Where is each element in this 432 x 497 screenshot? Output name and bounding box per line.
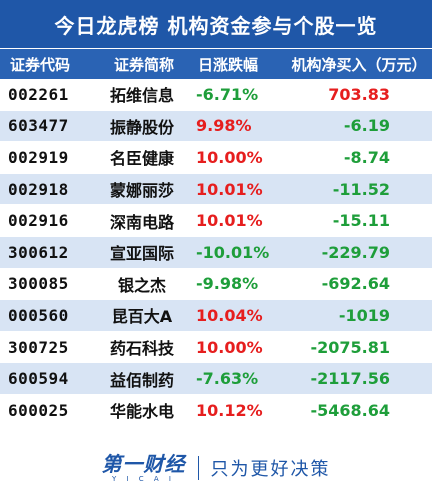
table-row: 600594 益佰制药 -7.63% -2117.56 (0, 363, 432, 395)
cell-net: -2075.81 (310, 337, 390, 357)
cell-code: 002919 (8, 147, 69, 167)
cell-name: 益佰制药 (109, 370, 174, 390)
header-code: 证券代码 (10, 56, 71, 74)
cell-net: -6.19 (343, 116, 390, 136)
table-row: 002261 拓维信息 -6.71% 703.83 (0, 79, 432, 111)
cell-code: 600594 (8, 369, 69, 389)
table-row: 300612 宣亚国际 -10.01% -229.79 (0, 236, 432, 269)
table-body: 002261 拓维信息 -6.71% 703.83 603477 振静股份 9.… (0, 79, 432, 427)
cell-code: 300612 (8, 242, 69, 262)
cell-net: -692.64 (321, 274, 390, 294)
yicai-logo: 第一财经 Y I C A I (102, 453, 186, 484)
table-header: 证券代码 证券简称 日涨跌幅 机构净买入（万元） (0, 48, 432, 79)
logo-text: 第一财经 (101, 451, 186, 476)
cell-net: -2117.56 (310, 369, 390, 389)
cell-code: 300725 (8, 337, 69, 357)
cell-name: 银之杰 (117, 275, 166, 295)
cell-net: 703.83 (328, 84, 390, 104)
cell-pct: -9.98% (196, 274, 259, 294)
table-row: 300725 药石科技 10.00% -2075.81 (0, 331, 432, 364)
cell-net: -1019 (338, 305, 390, 325)
cell-pct: -7.63% (196, 369, 259, 389)
cell-name: 深南电路 (109, 212, 174, 232)
footer-divider (197, 456, 199, 480)
cell-code: 002261 (8, 84, 69, 104)
cell-name: 蒙娜丽莎 (109, 181, 174, 201)
logo-subtext: Y I C A I (112, 474, 175, 483)
header-pct: 日涨跌幅 (198, 55, 259, 74)
cell-pct: -6.71% (196, 84, 259, 104)
cell-pct: 10.04% (196, 305, 263, 325)
cell-pct: 10.12% (196, 400, 263, 420)
cell-net: -229.79 (321, 242, 390, 262)
table-row: 002918 蒙娜丽莎 10.01% -11.52 (0, 173, 432, 206)
cell-name: 宣亚国际 (109, 244, 174, 264)
cell-code: 002916 (8, 211, 69, 231)
cell-pct: 10.00% (196, 147, 263, 167)
table-row: 000560 昆百大A 10.04% -1019 (0, 300, 432, 332)
cell-pct: -10.01% (196, 242, 270, 262)
cell-code: 603477 (8, 116, 69, 136)
cell-pct: 10.01% (196, 179, 263, 199)
cell-name: 名臣健康 (109, 149, 174, 169)
table-row: 002919 名臣健康 10.00% -8.74 (0, 142, 432, 174)
cell-code: 002918 (8, 179, 69, 199)
cell-name: 药石科技 (109, 339, 174, 359)
cell-net: -5468.64 (310, 400, 390, 420)
cell-code: 600025 (8, 400, 69, 420)
header-name: 证券简称 (113, 55, 174, 74)
footer: 第一财经 Y I C A I 只为更好决策 (0, 439, 432, 497)
cell-pct: 10.01% (196, 211, 263, 231)
header-net: 机构净买入（万元） (291, 55, 427, 74)
footer-slogan: 只为更好决策 (210, 459, 331, 480)
cell-name: 振静股份 (109, 117, 174, 137)
table-row: 300085 银之杰 -9.98% -692.64 (0, 268, 432, 301)
cell-name: 昆百大A (111, 307, 173, 327)
cell-code: 000560 (8, 305, 69, 325)
page-title: 今日龙虎榜 机构资金参与个股一览 (0, 0, 432, 48)
table-row: 603477 振静股份 9.98% -6.19 (0, 110, 432, 143)
cell-pct: 10.00% (196, 337, 263, 357)
cell-net: -11.52 (332, 179, 390, 199)
table-row: 600025 华能水电 10.12% -5468.64 (0, 394, 432, 427)
cell-name: 拓维信息 (109, 86, 174, 106)
table-row: 002916 深南电路 10.01% -15.11 (0, 205, 432, 237)
cell-code: 300085 (8, 274, 69, 294)
cell-net: -8.74 (343, 147, 390, 167)
cell-name: 华能水电 (109, 402, 174, 422)
cell-pct: 9.98% (196, 116, 252, 136)
cell-net: -15.11 (332, 211, 390, 231)
